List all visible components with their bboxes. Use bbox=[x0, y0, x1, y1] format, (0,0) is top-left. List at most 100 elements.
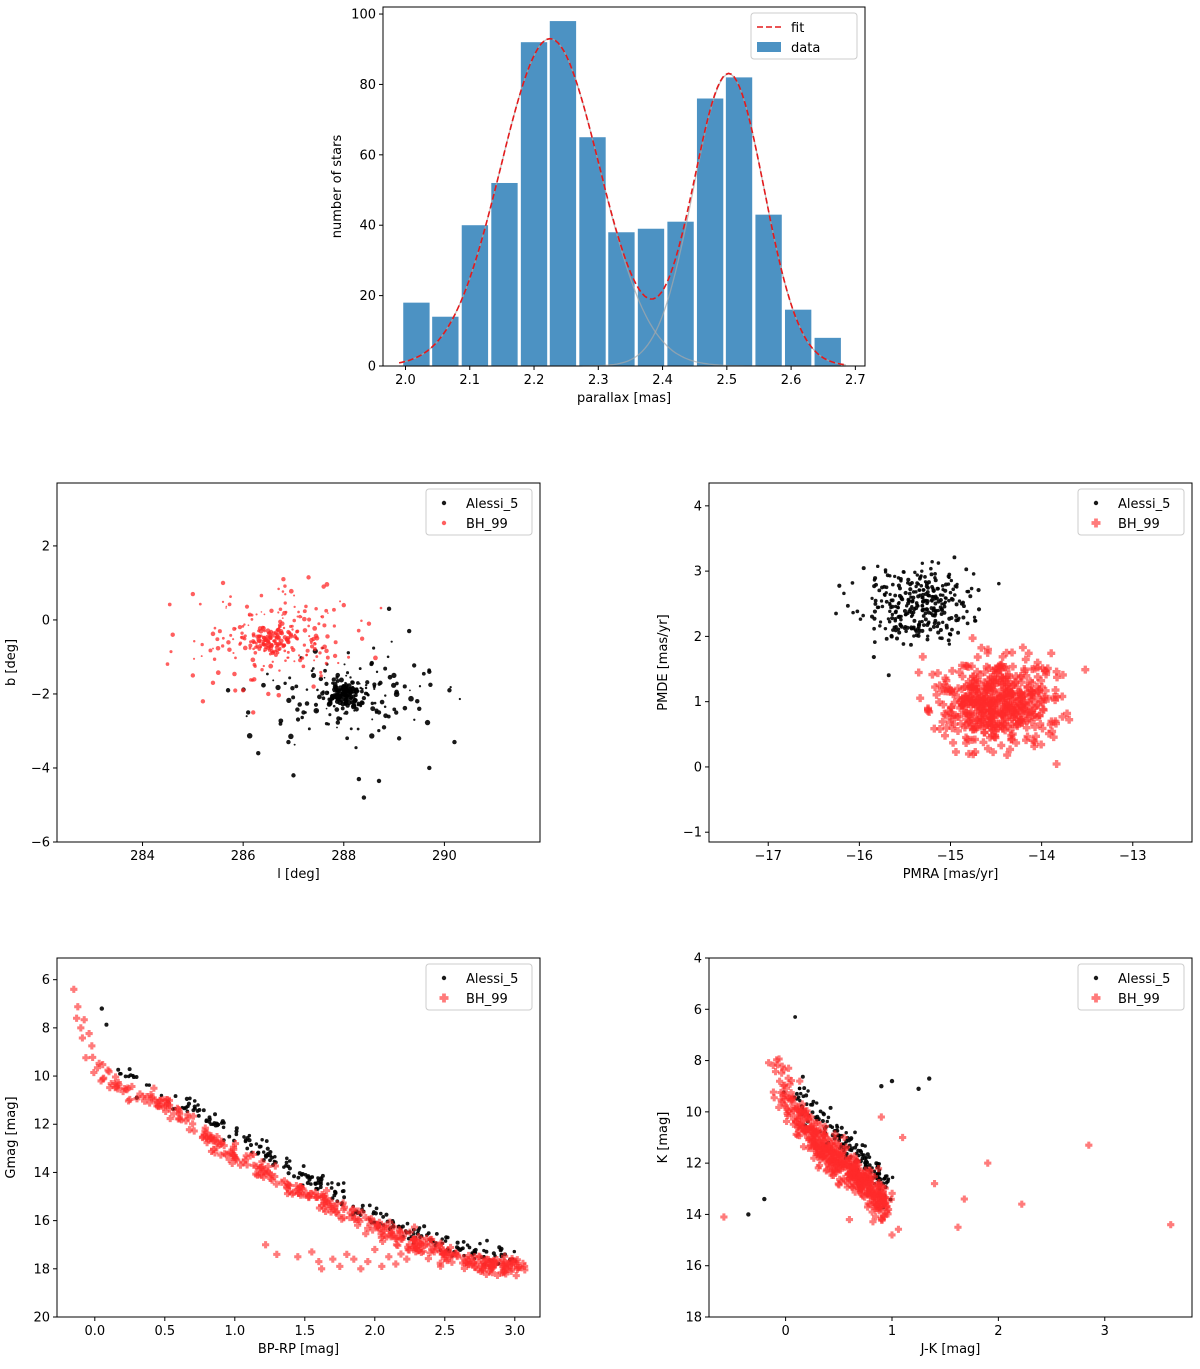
data-point-plus bbox=[852, 1167, 860, 1176]
data-point-plus bbox=[1033, 658, 1042, 667]
data-point-dot bbox=[99, 1006, 105, 1011]
data-point-dot bbox=[331, 677, 336, 682]
data-point-dot bbox=[265, 1146, 270, 1151]
x-tick-label: 2.3 bbox=[588, 373, 609, 388]
x-axis-label: PMRA [mas/yr] bbox=[903, 867, 999, 882]
data-point-plus bbox=[785, 1064, 793, 1072]
data-point-dot bbox=[954, 602, 959, 607]
data-point-plus bbox=[210, 1137, 218, 1145]
data-point-plus bbox=[960, 1195, 968, 1203]
data-point-plus bbox=[397, 1250, 405, 1258]
data-point-plus bbox=[1001, 707, 1010, 716]
data-point-dot bbox=[915, 573, 920, 577]
data-point-dot bbox=[387, 674, 393, 680]
data-point-plus bbox=[236, 1161, 245, 1169]
data-point-dot bbox=[421, 671, 426, 676]
data-point-dot bbox=[282, 610, 287, 616]
data-point-plus bbox=[165, 1096, 174, 1105]
data-point-dot bbox=[875, 605, 880, 610]
data-point-plus bbox=[97, 1077, 105, 1085]
data-point-plus bbox=[801, 1109, 810, 1117]
data-point-dot bbox=[390, 640, 393, 643]
data-point-dot bbox=[909, 625, 914, 630]
legend-marker-alessi-5 bbox=[1093, 500, 1099, 506]
data-point-plus bbox=[765, 1059, 773, 1067]
data-point-plus bbox=[967, 718, 976, 727]
data-point-dot bbox=[324, 608, 329, 613]
data-point-plus bbox=[805, 1136, 813, 1144]
data-point-plus bbox=[827, 1139, 835, 1148]
data-point-plus bbox=[1037, 676, 1046, 685]
data-point-dot bbox=[288, 632, 294, 637]
data-point-plus bbox=[315, 1204, 324, 1212]
data-point-dot bbox=[932, 621, 937, 626]
data-point-dot bbox=[258, 644, 262, 648]
data-point-dot bbox=[247, 1138, 252, 1143]
data-point-plus bbox=[330, 1202, 338, 1210]
data-point-plus bbox=[875, 1190, 883, 1198]
data-point-dot bbox=[891, 628, 895, 632]
data-point-plus bbox=[821, 1157, 829, 1165]
data-point-plus bbox=[797, 1111, 805, 1119]
data-point-dot bbox=[371, 718, 374, 721]
y-tick-label: 80 bbox=[359, 78, 376, 93]
data-point-dot bbox=[427, 765, 432, 771]
data-point-dot bbox=[333, 1190, 338, 1195]
data-point-plus bbox=[841, 1177, 849, 1185]
data-point-plus bbox=[1010, 710, 1019, 719]
data-point-plus bbox=[500, 1259, 508, 1267]
data-point-plus bbox=[338, 1215, 346, 1223]
data-point-dot bbox=[200, 642, 204, 647]
data-point-plus bbox=[887, 1195, 895, 1203]
data-point-plus bbox=[146, 1099, 154, 1107]
data-point-plus bbox=[151, 1096, 159, 1104]
data-point-dot bbox=[297, 610, 300, 614]
x-tick-label: 286 bbox=[231, 849, 256, 864]
data-point-dot bbox=[272, 639, 276, 643]
data-point-dot bbox=[883, 1174, 888, 1179]
data-point-dot bbox=[184, 1096, 189, 1101]
legend-label: BH_99 bbox=[1118, 517, 1160, 532]
data-point-plus bbox=[819, 1144, 827, 1153]
data-point-dot bbox=[265, 628, 271, 633]
data-point-dot bbox=[375, 670, 379, 674]
data-point-dot bbox=[954, 618, 959, 623]
data-point-dot bbox=[879, 1084, 884, 1089]
data-point-dot bbox=[920, 592, 926, 597]
data-point-plus bbox=[846, 1164, 854, 1172]
data-point-dot bbox=[957, 599, 962, 603]
data-point-plus bbox=[339, 1199, 347, 1207]
data-point-dot bbox=[485, 1238, 489, 1243]
data-point-dot bbox=[208, 648, 213, 653]
data-point-dot bbox=[794, 1091, 799, 1096]
data-point-dot bbox=[332, 704, 336, 708]
data-point-dot bbox=[284, 1160, 289, 1165]
data-point-dot bbox=[347, 655, 351, 659]
data-point-plus bbox=[377, 1230, 385, 1238]
data-point-dot bbox=[391, 672, 397, 679]
data-point-plus bbox=[951, 747, 960, 756]
data-point-dot bbox=[966, 589, 971, 594]
data-point-dot bbox=[165, 662, 170, 666]
data-point-dot bbox=[260, 668, 264, 672]
data-point-plus bbox=[1008, 720, 1017, 729]
data-point-plus bbox=[815, 1139, 823, 1147]
data-point-plus bbox=[478, 1265, 487, 1274]
data-point-dot bbox=[947, 572, 952, 577]
data-point-dot bbox=[324, 648, 329, 654]
data-point-plus bbox=[855, 1165, 863, 1173]
data-point-dot bbox=[147, 1083, 152, 1087]
data-point-dot bbox=[267, 635, 272, 640]
data-point-plus bbox=[821, 1151, 829, 1159]
data-point-dot bbox=[356, 689, 360, 693]
data-point-plus bbox=[787, 1105, 796, 1113]
data-point-plus bbox=[395, 1226, 404, 1234]
data-point-dot bbox=[188, 1096, 192, 1101]
data-point-dot bbox=[360, 689, 364, 694]
data-point-dot bbox=[314, 606, 318, 611]
data-point-plus bbox=[1021, 710, 1030, 719]
data-point-plus bbox=[207, 1147, 216, 1155]
data-point-dot bbox=[234, 1132, 239, 1137]
data-point-plus bbox=[836, 1142, 845, 1151]
data-point-plus bbox=[865, 1166, 873, 1174]
